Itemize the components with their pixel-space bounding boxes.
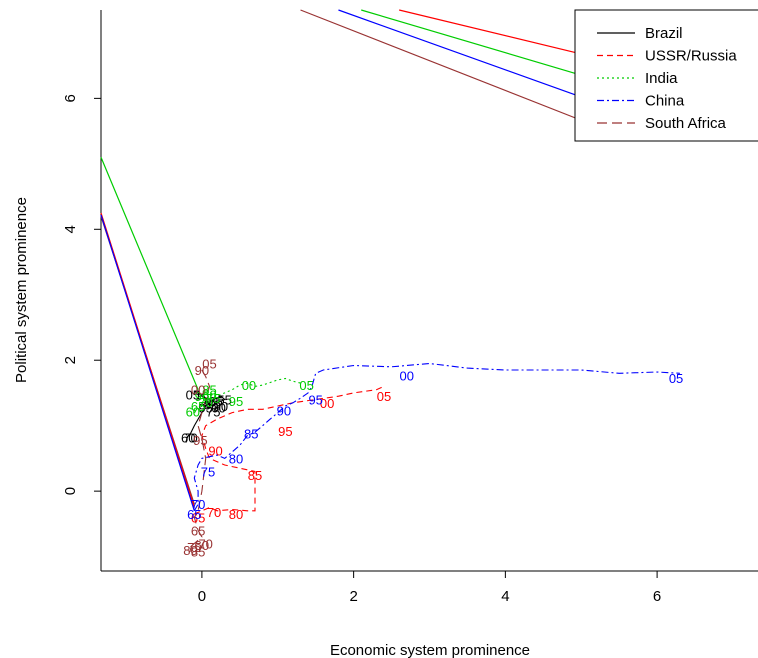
- y-tick-label: 4: [62, 225, 79, 233]
- year-label: 65: [191, 523, 205, 538]
- year-label: 60: [181, 430, 195, 445]
- year-label: 85: [202, 383, 216, 398]
- year-label: 05: [202, 356, 216, 371]
- year-label: 75: [201, 464, 215, 479]
- connector-line-7: [338, 9, 590, 101]
- connector-line-3: [100, 214, 195, 511]
- connector-line-1: [100, 212, 195, 508]
- series-line-brazil: [186, 391, 226, 438]
- legend-label: USSR/Russia: [645, 48, 737, 65]
- year-label: 75: [206, 404, 220, 419]
- year-label: 00: [320, 396, 334, 411]
- x-tick-label: 2: [349, 588, 357, 605]
- year-label: 60: [195, 538, 209, 553]
- year-label: 85: [248, 468, 262, 483]
- year-label: 05: [669, 371, 683, 386]
- year-label: 95: [308, 392, 322, 407]
- year-label: 95: [198, 400, 212, 415]
- year-label: 95: [278, 424, 292, 439]
- year-label: 55: [217, 392, 231, 407]
- year-label: 05: [186, 387, 200, 402]
- year-label: 90: [195, 389, 209, 404]
- connector-line-4: [300, 9, 590, 124]
- series-line-ussr-russia: [194, 385, 385, 515]
- series-line-india: [193, 377, 301, 414]
- series-layer: [186, 362, 680, 548]
- y-axis-title: Political system prominence: [13, 197, 30, 383]
- year-label: 85: [208, 394, 222, 409]
- connector-line-5: [399, 9, 589, 57]
- year-label: 05: [299, 378, 313, 393]
- series-line-china: [193, 362, 680, 512]
- year-label: 70: [207, 505, 221, 520]
- y-tick-label: 2: [62, 356, 79, 364]
- year-label: 00: [242, 378, 256, 393]
- year-label: 60: [186, 404, 200, 419]
- year-label: 80: [204, 398, 218, 413]
- year-label: 15: [195, 387, 209, 402]
- year-label: 70: [183, 430, 197, 445]
- year-label: 70: [198, 537, 212, 552]
- year-label: 00: [211, 400, 225, 415]
- legend-label: Brazil: [645, 25, 683, 42]
- year-label: 85: [191, 544, 205, 559]
- legend-label: South Africa: [645, 115, 727, 132]
- year-label: 70: [191, 497, 205, 512]
- year-label: 80: [183, 543, 197, 558]
- connector-line-6: [361, 9, 589, 79]
- year-label: 95: [193, 433, 207, 448]
- legend-connector-lines: [100, 9, 590, 511]
- legend-label: China: [645, 93, 685, 110]
- x-axis: 0 2 4 6: [198, 571, 661, 605]
- y-tick-label: 6: [62, 94, 79, 102]
- year-label: 75: [187, 540, 201, 555]
- year-label: 05: [377, 389, 391, 404]
- year-label: 75: [206, 391, 220, 406]
- x-tick-label: 0: [198, 588, 206, 605]
- legend-box: [574, 9, 758, 142]
- year-label: 70: [198, 395, 212, 410]
- y-axis: 0 2 4 6: [62, 94, 101, 495]
- year-label: 80: [229, 451, 243, 466]
- year-label: 00: [191, 383, 205, 398]
- year-label: 65: [191, 399, 205, 414]
- year-label: 95: [229, 394, 243, 409]
- year-label: 85: [244, 427, 258, 442]
- y-tick-label: 0: [62, 487, 79, 495]
- connector-line-2: [100, 157, 199, 390]
- year-label: 90: [208, 444, 222, 459]
- legend-label: India: [645, 70, 678, 87]
- year-label: 65: [191, 510, 205, 525]
- x-tick-label: 4: [501, 588, 509, 605]
- year-label: 00: [400, 368, 414, 383]
- year-label: 80: [229, 507, 243, 522]
- legend: Brazil USSR/Russia India China South Africa: [574, 9, 758, 142]
- x-tick-label: 6: [653, 588, 661, 605]
- year-label: 90: [277, 404, 291, 419]
- year-label: 65: [187, 507, 201, 522]
- year-label: 80: [202, 387, 216, 402]
- year-label: 90: [214, 399, 228, 414]
- year-label: 90: [195, 363, 209, 378]
- x-axis-title: Economic system prominence: [330, 642, 530, 658]
- series-line-south-africa: [190, 369, 211, 548]
